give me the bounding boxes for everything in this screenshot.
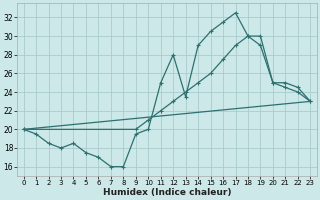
X-axis label: Humidex (Indice chaleur): Humidex (Indice chaleur)	[103, 188, 231, 197]
